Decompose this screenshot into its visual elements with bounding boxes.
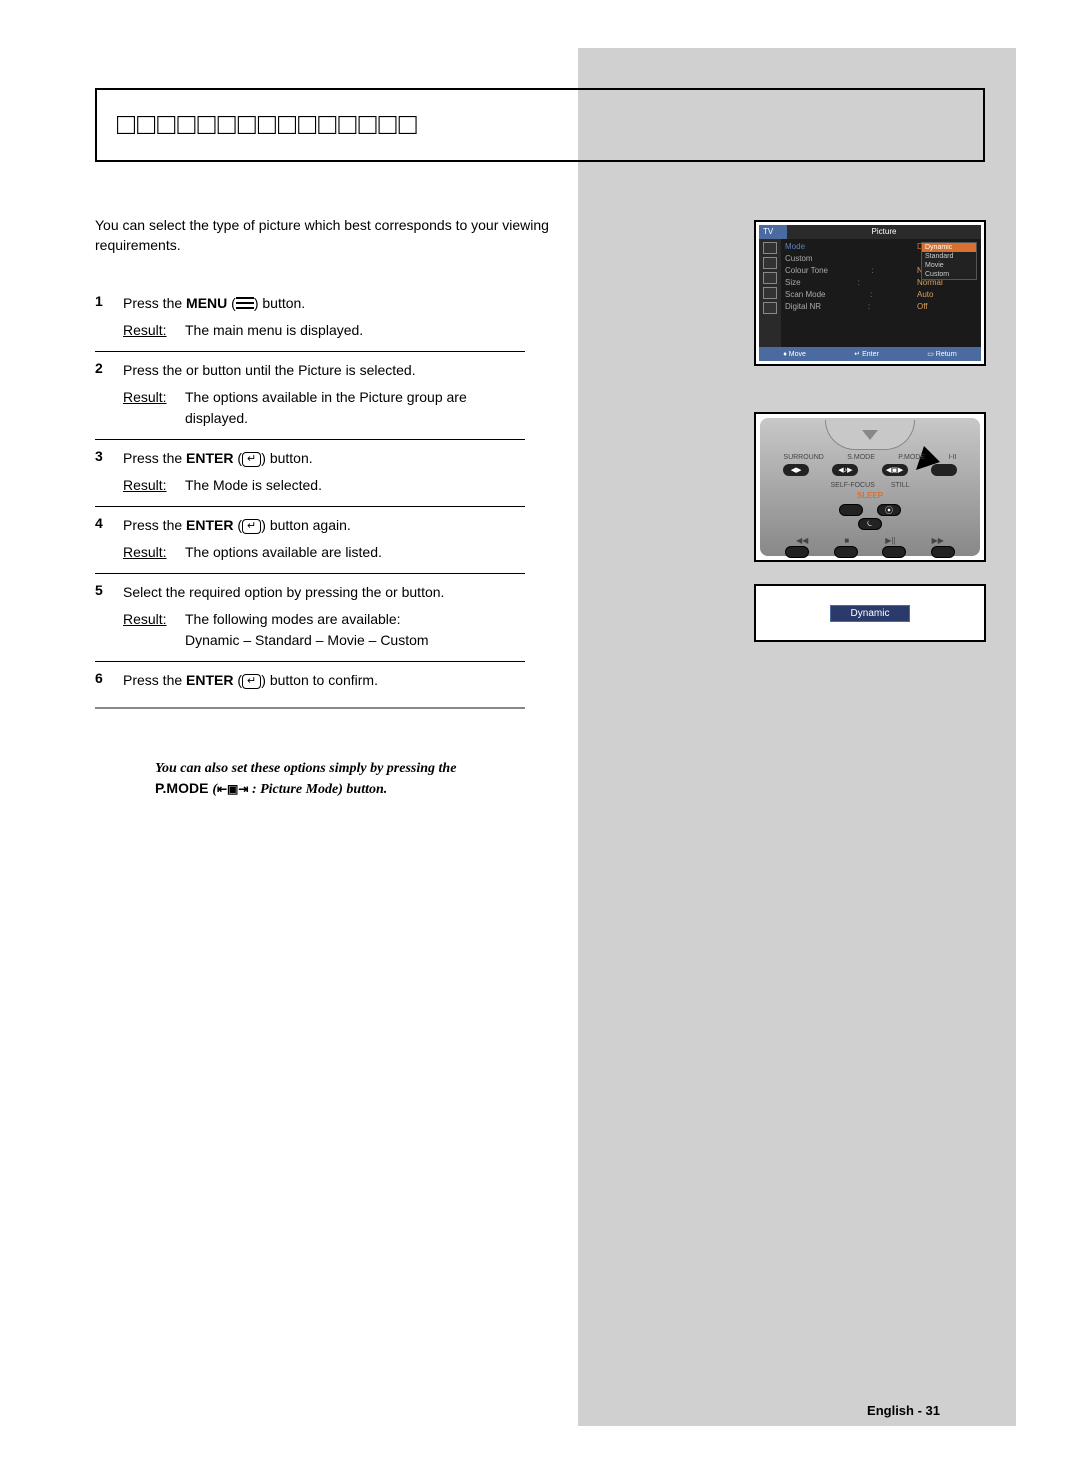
result-label: Result: <box>123 387 185 408</box>
tv-menu-row: Scan Mode:Auto <box>785 289 977 301</box>
step: 5 Select the required option by pressing… <box>95 574 525 662</box>
result-text: The Mode is selected. <box>185 475 525 496</box>
result-label: Result: <box>123 475 185 496</box>
tv-menu-title: Picture <box>787 225 981 239</box>
pmode-button[interactable]: ◀▣▶ <box>882 464 908 476</box>
step-number: 5 <box>95 582 123 598</box>
intro-paragraph: You can select the type of picture which… <box>95 216 565 255</box>
figure-tv-menu: TV Picture ModeDynamic Custom Colour Ton… <box>754 220 986 366</box>
section-title: □□□□□□□□□□□□□□□ <box>117 108 963 142</box>
tv-icon <box>763 302 777 314</box>
remote-sf-labels: SELF-FOCUS STILL <box>760 482 980 489</box>
result-text: The main menu is displayed. <box>185 320 525 341</box>
remote-row: ⏾ <box>760 518 980 530</box>
result-text: The options available in the Picture gro… <box>185 387 525 429</box>
step-number: 6 <box>95 670 123 686</box>
chevron-down-icon <box>862 430 878 440</box>
step-body: Press the ENTER (↵) button. Result: The … <box>123 448 525 496</box>
page-number: English - 31 <box>867 1403 940 1418</box>
result-label: Result: <box>123 320 185 341</box>
step-number: 2 <box>95 360 123 376</box>
step: 2 Press the or button until the Picture … <box>95 352 525 440</box>
step-number: 3 <box>95 448 123 464</box>
tv-icon <box>763 257 777 269</box>
i-ii-button[interactable] <box>931 464 957 476</box>
transport-button[interactable] <box>785 546 809 558</box>
tv-foot-move: ♦ Move <box>783 351 806 358</box>
step-body: Select the required option by pressing t… <box>123 582 525 651</box>
step: 4 Press the ENTER (↵) button again. Resu… <box>95 507 525 574</box>
figure-remote: SURROUND S.MODE P.MODE I-II ◀▶ ◀♪▶ ◀▣▶ S… <box>754 412 986 562</box>
remote-row: ◀▶ ◀♪▶ ◀▣▶ <box>760 464 980 476</box>
tv-menu-row: Digital NR:Off <box>785 301 977 313</box>
result-text: The options available are listed. <box>185 542 525 563</box>
step: 1 Press the MENU () button. Result: The … <box>95 285 525 352</box>
main-column: □□□□□□□□□□□□□□□ You can select the type … <box>95 88 565 799</box>
self-focus-button[interactable] <box>839 504 863 516</box>
tv-foot-enter: ↵ Enter <box>854 350 879 358</box>
title-box: □□□□□□□□□□□□□□□ <box>95 88 985 162</box>
remote-row: ⦿ <box>760 504 980 516</box>
result-text: The following modes are available: Dynam… <box>185 609 525 651</box>
menu-icon <box>236 297 254 309</box>
transport-button[interactable] <box>931 546 955 558</box>
tv-icon <box>763 272 777 284</box>
callout-arrow <box>914 412 966 472</box>
tv-footer: ♦ Move ↵ Enter ▭ Return <box>759 347 981 361</box>
figure-popup: Dynamic <box>754 584 986 642</box>
step-body: Press the or button until the Picture is… <box>123 360 525 429</box>
step-number: 4 <box>95 515 123 531</box>
surround-button[interactable]: ◀▶ <box>783 464 809 476</box>
transport-button[interactable] <box>834 546 858 558</box>
result-label: Result: <box>123 542 185 563</box>
step: 6 Press the ENTER (↵) button to confirm. <box>95 662 525 709</box>
transport-button[interactable] <box>882 546 906 558</box>
remote-body: SURROUND S.MODE P.MODE I-II ◀▶ ◀♪▶ ◀▣▶ S… <box>760 418 980 556</box>
popup-inner: Dynamic <box>760 590 980 636</box>
tv-screen: TV Picture ModeDynamic Custom Colour Ton… <box>759 225 981 361</box>
remote-row <box>760 546 980 558</box>
tv-foot-return: ▭ Return <box>927 350 957 358</box>
remote-labels: SURROUND S.MODE P.MODE I-II <box>760 454 980 461</box>
tv-icon <box>763 287 777 299</box>
hint: You can also set these options simply by… <box>155 759 575 799</box>
step-body: Press the ENTER (↵) button to confirm. <box>123 670 525 697</box>
tv-corner-label: TV <box>759 225 787 239</box>
sleep-label: SLEEP <box>760 491 980 500</box>
step-body: Press the ENTER (↵) button again. Result… <box>123 515 525 563</box>
still-button[interactable]: ⦿ <box>877 504 901 516</box>
enter-icon: ↵ <box>242 452 261 467</box>
steps-list: 1 Press the MENU () button. Result: The … <box>95 285 525 709</box>
pmode-icon: ⇤▣⇥ <box>217 781 248 798</box>
remote-transport: ◀◀ ■ ▶|| ▶▶ <box>760 536 980 545</box>
step-body: Press the MENU () button. Result: The ma… <box>123 293 525 341</box>
sleep-button[interactable]: ⏾ <box>858 518 882 530</box>
manual-page: □□□□□□□□□□□□□□□ You can select the type … <box>0 0 1080 1474</box>
mode-popup: Dynamic Standard Movie Custom <box>921 242 977 280</box>
enter-icon: ↵ <box>242 674 261 689</box>
result-label: Result: <box>123 609 185 630</box>
tv-category-icons <box>759 239 781 347</box>
enter-icon: ↵ <box>242 519 261 534</box>
popup-label: Dynamic <box>830 605 911 622</box>
smode-button[interactable]: ◀♪▶ <box>832 464 858 476</box>
tv-icon <box>763 242 777 254</box>
step-number: 1 <box>95 293 123 309</box>
dpad-down-region <box>825 420 915 450</box>
step: 3 Press the ENTER (↵) button. Result: Th… <box>95 440 525 507</box>
